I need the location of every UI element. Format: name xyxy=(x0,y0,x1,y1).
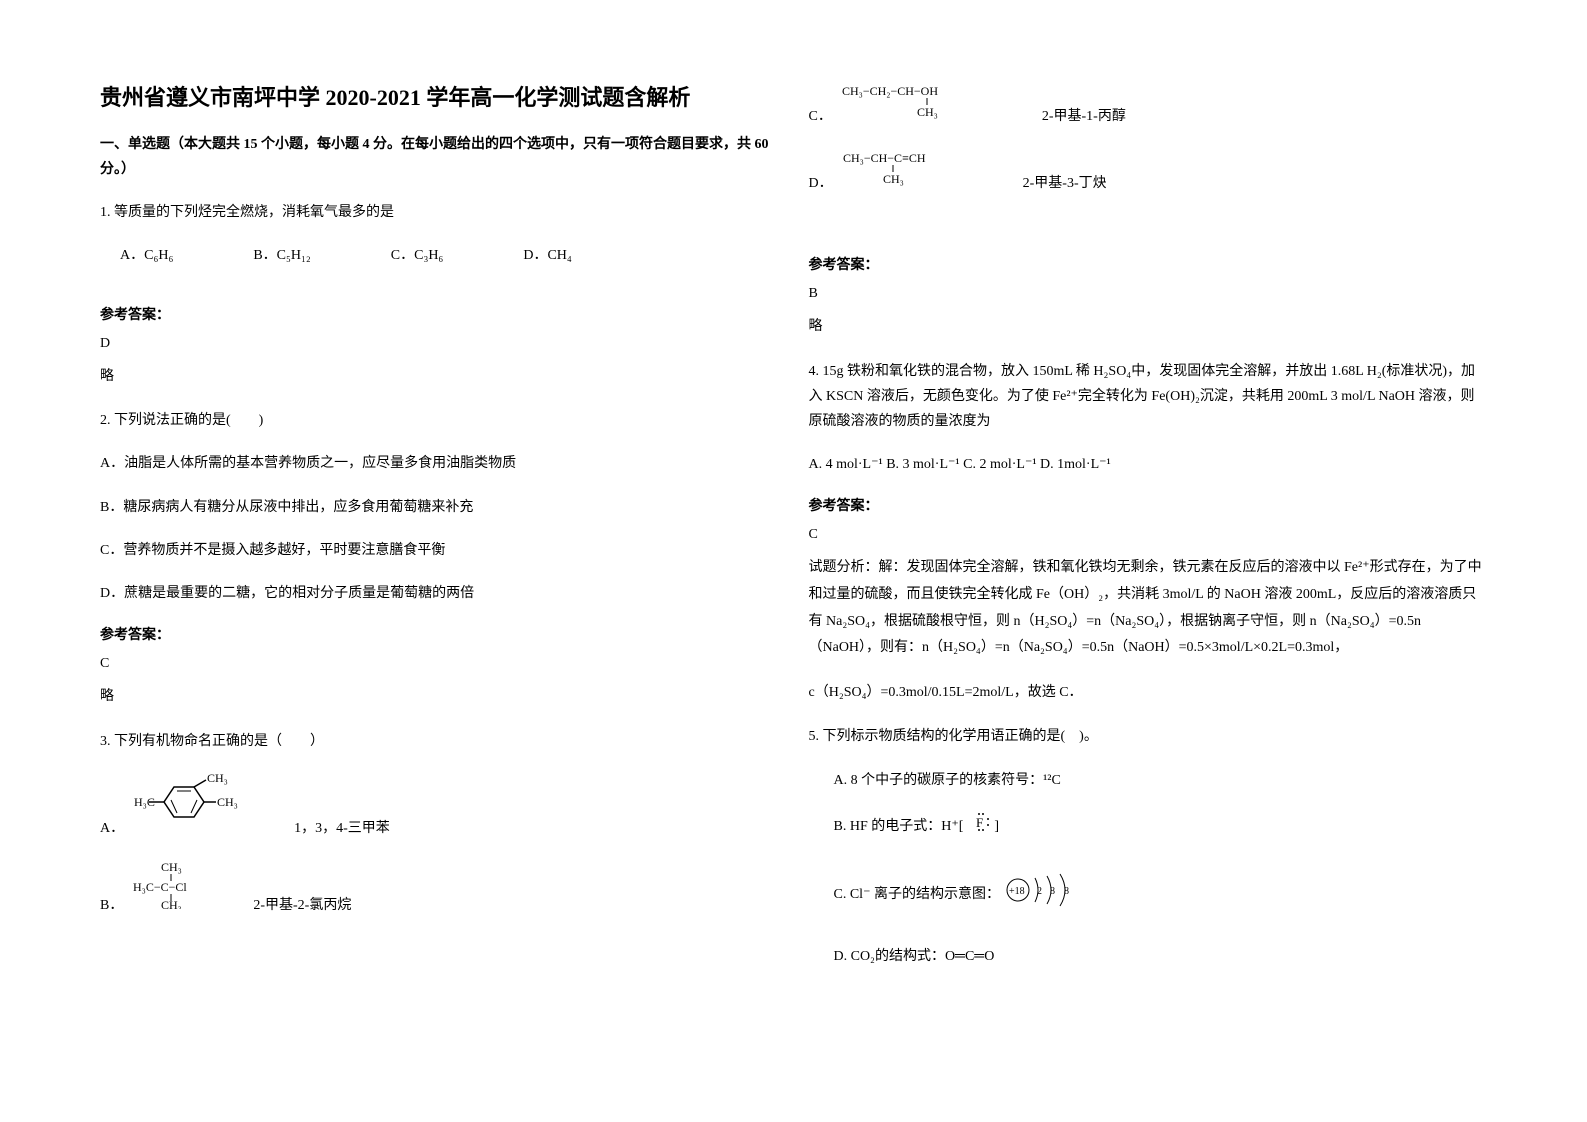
q5-choice-c: C. Cl⁻ 离子的结构示意图： +18 2 8 8 xyxy=(809,870,1488,919)
q5-b-prefix: B. HF 的电子式：H⁺[ xyxy=(834,819,964,834)
q3-option-c: C． CH₃−CH₂−CH−OH CH₃ 2-甲基-1-丙醇 xyxy=(809,80,1488,125)
q3-explanation: 略 xyxy=(809,314,1488,341)
svg-text:CH₃: CH₃ xyxy=(207,772,228,785)
svg-text:F: F xyxy=(976,815,983,830)
q4-explanation: 试题分析：解：发现固体完全溶解，铁和氧化铁均无剩余，铁元素在反应后的溶液中以 F… xyxy=(809,555,1488,661)
svg-text:H₃C−C−Cl: H₃C−C−Cl xyxy=(133,880,187,894)
q3-b-structure-icon: CH₃ H₃C−C−Cl CH₃ xyxy=(133,859,223,914)
svg-text:CH₃: CH₃ xyxy=(161,860,182,874)
q1-explanation: 略 xyxy=(100,364,779,391)
q1-choice-b: B．C₅H₁₂ xyxy=(253,244,310,264)
q3-answer: B xyxy=(809,286,1488,302)
q5-b-suffix: ] xyxy=(994,819,999,834)
q1-choice-a: A．C₆H₆ xyxy=(120,244,173,264)
q4-answer: C xyxy=(809,527,1488,543)
q3-option-d: D． CH₃−CH−C≡CH CH₃ 2-甲基-3-丁炔 xyxy=(809,147,1488,192)
q3-c-label: C． xyxy=(809,105,832,125)
q3-c-name: 2-甲基-1-丙醇 xyxy=(1042,105,1126,125)
q3-c-structure-icon: CH₃−CH₂−CH−OH CH₃ xyxy=(842,80,1012,125)
svg-text:CH₃−CH−C≡CH: CH₃−CH−C≡CH xyxy=(843,151,926,165)
q1-choice-d: D．CH₄ xyxy=(523,244,571,264)
svg-text:CH₃: CH₃ xyxy=(917,105,938,119)
q3-a-name: 1，3，4-三甲苯 xyxy=(294,817,390,837)
right-column: C． CH₃−CH₂−CH−OH CH₃ 2-甲基-1-丙醇 D． CH₃−CH… xyxy=(809,80,1488,1082)
q4-explanation2: c（H₂SO₄）=0.3mol/0.15L=2mol/L，故选 C． xyxy=(809,680,1488,707)
q4-text: 4. 15g 铁粉和氧化铁的混合物，放入 150mL 稀 H₂SO₄中，发现固体… xyxy=(809,359,1488,435)
q1-text: 1. 等质量的下列烃完全燃烧，消耗氧气最多的是 xyxy=(100,200,779,225)
q2-choice-c: C．营养物质并不是摄入越多越好，平时要注意膳食平衡 xyxy=(100,538,779,563)
q2-answer-label: 参考答案： xyxy=(100,624,779,644)
q2-choice-a: A．油脂是人体所需的基本营养物质之一，应尽量多食用油脂类物质 xyxy=(100,451,779,476)
svg-text:CH₃−CH₂−CH−OH: CH₃−CH₂−CH−OH xyxy=(842,84,938,98)
q5-text: 5. 下列标示物质结构的化学用语正确的是( )。 xyxy=(809,724,1488,749)
left-column: 贵州省遵义市南坪中学 2020-2021 学年高一化学测试题含解析 一、单选题（… xyxy=(100,80,779,1082)
q5-choice-a: A. 8 个中子的碳原子的核素符号：¹²C xyxy=(809,768,1488,793)
q4-answer-label: 参考答案： xyxy=(809,495,1488,515)
q3-option-a: A． H₃C CH₃ CH₃ 1，3，4-三甲苯 xyxy=(100,772,779,837)
svg-text:CH₃: CH₃ xyxy=(217,795,238,809)
svg-text:8: 8 xyxy=(1050,886,1055,897)
svg-text:8: 8 xyxy=(1064,886,1069,897)
q3-a-label: A． xyxy=(100,817,124,837)
q2-text: 2. 下列说法正确的是( ) xyxy=(100,408,779,433)
q3-d-structure-icon: CH₃−CH−C≡CH CH₃ xyxy=(843,147,993,192)
svg-text:+18: +18 xyxy=(1009,886,1025,897)
q5-choice-d: D. CO₂的结构式：O═C═O xyxy=(809,944,1488,969)
q5-c-atom-diagram-icon: +18 2 8 8 xyxy=(1005,870,1085,919)
q4-choices: A. 4 mol·L⁻¹ B. 3 mol·L⁻¹ C. 2 mol·L⁻¹ D… xyxy=(809,452,1488,477)
q1-choices: A．C₆H₆ B．C₅H₁₂ C．C₃H₆ D．CH₄ xyxy=(100,244,779,264)
document-title: 贵州省遵义市南坪中学 2020-2021 学年高一化学测试题含解析 xyxy=(100,80,779,112)
svg-text:CH₃: CH₃ xyxy=(161,898,182,909)
q3-a-structure-icon: H₃C CH₃ CH₃ xyxy=(134,772,264,837)
q3-b-label: B． xyxy=(100,894,123,914)
q1-choice-c: C．C₃H₆ xyxy=(391,244,444,264)
svg-text:H₃C: H₃C xyxy=(134,795,155,809)
q2-choice-d: D．蔗糖是最重要的二糖，它的相对分子质量是葡萄糖的两倍 xyxy=(100,581,779,606)
q2-explanation: 略 xyxy=(100,684,779,711)
q3-answer-label: 参考答案： xyxy=(809,254,1488,274)
q2-answer: C xyxy=(100,656,779,672)
svg-text:CH₃: CH₃ xyxy=(883,172,904,186)
q3-d-name: 2-甲基-3-丁炔 xyxy=(1023,172,1107,192)
q1-answer: D xyxy=(100,336,779,352)
q1-answer-label: 参考答案： xyxy=(100,304,779,324)
q5-c-text: C. Cl⁻ 离子的结构示意图： xyxy=(834,882,1000,907)
q3-text: 3. 下列有机物命名正确的是（ ） xyxy=(100,729,779,754)
q5-b-lewis-icon: F xyxy=(967,811,991,842)
q3-option-b: B． CH₃ H₃C−C−Cl CH₃ 2-甲基-2-氯丙烷 xyxy=(100,859,779,914)
q5-choice-b: B. HF 的电子式：H⁺[ F ] xyxy=(809,811,1488,842)
q3-b-name: 2-甲基-2-氯丙烷 xyxy=(253,894,351,914)
q2-choice-b: B．糖尿病病人有糖分从尿液中排出，应多食用葡萄糖来补充 xyxy=(100,495,779,520)
svg-text:2: 2 xyxy=(1037,886,1042,897)
q3-d-label: D． xyxy=(809,172,833,192)
section-header: 一、单选题（本大题共 15 个小题，每小题 4 分。在每小题给出的四个选项中，只… xyxy=(100,132,779,182)
